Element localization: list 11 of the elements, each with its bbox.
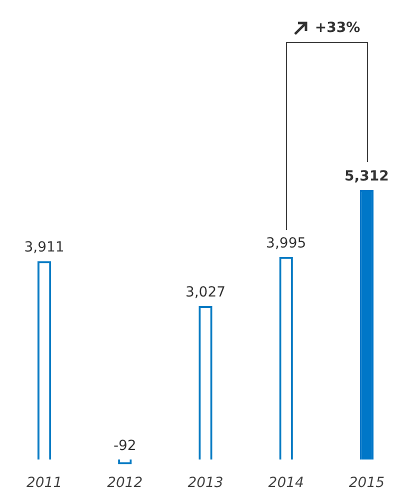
data-label: 5,312 — [344, 168, 389, 185]
text: +33% — [314, 20, 360, 36]
data-label: 3,911 — [24, 240, 64, 256]
x-tick-label: 2015 — [348, 475, 385, 492]
data-label: -92 — [113, 438, 136, 454]
x-tick-label: 2013 — [188, 475, 224, 492]
data-label: 3,027 — [185, 284, 226, 301]
x-tick-label: 2011 — [26, 475, 62, 492]
x-tick-label: 2012 — [107, 475, 143, 492]
data-label: 3,995 — [266, 235, 306, 252]
x-tick-label: 2014 — [268, 475, 304, 492]
